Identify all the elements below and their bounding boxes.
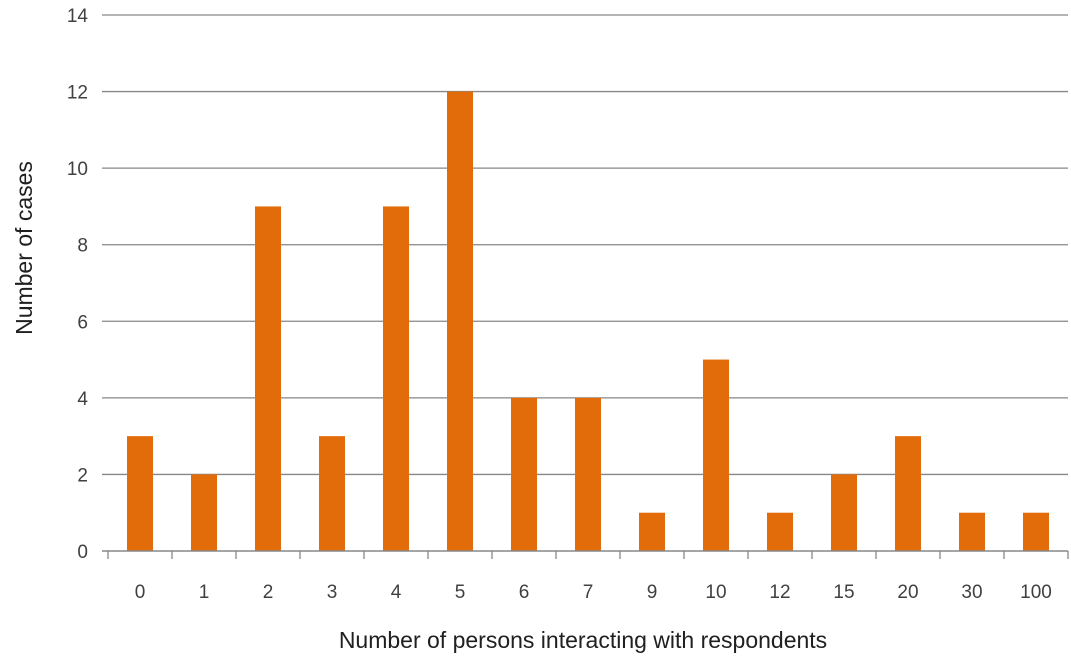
- bar: [767, 512, 793, 551]
- x-tick-label: 2: [263, 582, 274, 603]
- bar: [447, 91, 473, 552]
- bar: [575, 397, 601, 551]
- bar: [319, 436, 345, 551]
- bar: [895, 436, 921, 551]
- x-tick-label: 12: [769, 582, 790, 603]
- bar: [511, 397, 537, 551]
- x-tick-label: 7: [583, 582, 594, 603]
- y-tick-label: 8: [77, 236, 88, 257]
- x-tick-label: 10: [705, 582, 726, 603]
- x-tick-label: 0: [135, 582, 146, 603]
- y-axis-title: Number of cases: [11, 161, 37, 335]
- bar: [383, 206, 409, 551]
- x-tick-label: 9: [647, 582, 658, 603]
- x-tick-label: 1: [199, 582, 210, 603]
- x-tick-label: 5: [455, 582, 466, 603]
- x-tick-label: 20: [897, 582, 918, 603]
- bar: [1023, 512, 1049, 551]
- x-axis-title: Number of persons interacting with respo…: [339, 627, 827, 653]
- x-tick-label: 4: [391, 582, 402, 603]
- y-tick-label: 6: [77, 312, 88, 333]
- y-tick-labels: 0 2 4 6 8 10 12 14: [67, 6, 89, 563]
- x-tick-marks: [107, 551, 1069, 559]
- y-tick-label: 14: [67, 6, 89, 27]
- y-tick-label: 2: [77, 465, 88, 486]
- x-tick-label: 6: [519, 582, 530, 603]
- bar: [639, 512, 665, 551]
- bar: [959, 512, 985, 551]
- y-tick-label: 0: [77, 542, 88, 563]
- bar: [255, 206, 281, 551]
- x-tick-label: 30: [961, 582, 982, 603]
- y-tick-label: 10: [67, 159, 88, 180]
- bar: [127, 436, 153, 551]
- x-tick-label: 100: [1020, 582, 1052, 603]
- x-tick-label: 15: [833, 582, 854, 603]
- bar: [831, 474, 857, 551]
- y-tick-label: 12: [67, 83, 88, 104]
- bar: [191, 474, 217, 551]
- y-tick-label: 4: [77, 389, 88, 410]
- x-tick-labels: 0 1 2 3 4 5 6 7 9 10 12 15 20 30 100: [135, 582, 1052, 603]
- bar: [703, 359, 729, 551]
- bars: [127, 91, 1049, 552]
- x-tick-label: 3: [327, 582, 338, 603]
